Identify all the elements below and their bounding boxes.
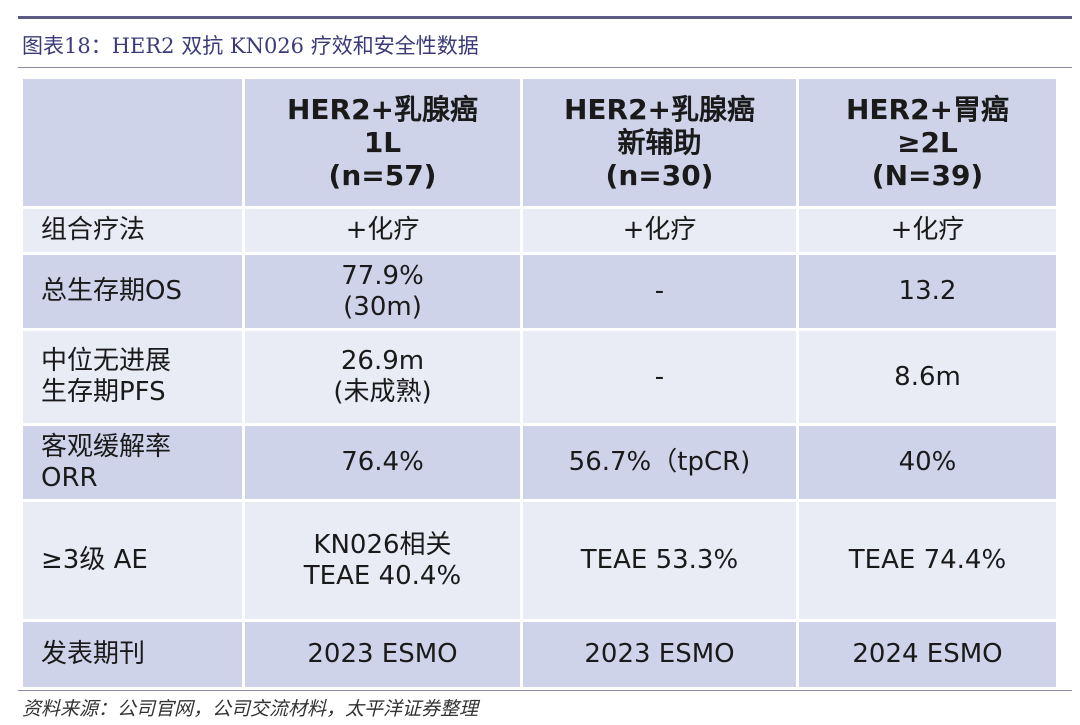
header-line: 1L	[363, 126, 402, 159]
row-label: 中位无进展 生存期PFS	[20, 328, 245, 426]
cell-line: +化疗	[622, 215, 697, 245]
header-line: HER2+胃癌	[845, 93, 1010, 126]
cell-line: 56.7%（tpCR)	[568, 447, 751, 477]
cell-line: KN026相关	[313, 529, 452, 560]
cell-line: 40%	[898, 447, 957, 477]
row-label-line: ≥3级 AE	[41, 545, 148, 575]
bottom-rule	[18, 690, 1072, 691]
cell-line: TEAE 53.3%	[580, 545, 739, 575]
table-row-combination: 组合疗法 +化疗 +化疗 +化疗	[20, 206, 1059, 255]
row-label-line: 总生存期OS	[41, 276, 182, 306]
header-line: (n=57)	[328, 159, 437, 192]
row-label-line: 发表期刊	[41, 639, 146, 669]
header-line: (n=30)	[605, 159, 714, 192]
row-label: ≥3级 AE	[20, 499, 245, 622]
cell-line: TEAE 74.4%	[848, 545, 1007, 575]
cell-line: 26.9m	[340, 346, 425, 376]
row-label: 组合疗法	[20, 206, 245, 255]
row-label: 总生存期OS	[20, 252, 245, 331]
row-label: 发表期刊	[20, 619, 245, 690]
header-corner-cell	[20, 76, 245, 209]
table-cell: +化疗	[796, 206, 1059, 255]
table-cell: 77.9% (30m)	[242, 252, 523, 331]
table-cell: 2024 ESMO	[796, 619, 1059, 690]
table-cell: 26.9m (未成熟)	[242, 328, 523, 426]
row-label: 客观缓解率 ORR	[20, 423, 245, 502]
cell-line: 2023 ESMO	[307, 639, 458, 669]
cell-line: (30m)	[343, 291, 422, 322]
cell-line: 2023 ESMO	[584, 639, 735, 669]
title-rule	[18, 67, 1072, 68]
table-row-os: 总生存期OS 77.9% (30m) - 13.2	[20, 252, 1059, 331]
table-cell: 13.2	[796, 252, 1059, 331]
row-label-line: 生存期PFS	[41, 377, 166, 407]
cell-line: (未成熟)	[333, 377, 432, 407]
table-cell: TEAE 53.3%	[520, 499, 799, 622]
table-cell: +化疗	[520, 206, 799, 255]
row-label-line: 客观缓解率	[41, 431, 172, 462]
row-label-line: 中位无进展	[41, 346, 172, 376]
table-row-ae: ≥3级 AE KN026相关 TEAE 40.4% TEAE 53.3% TEA…	[20, 499, 1059, 622]
table-row-journal: 发表期刊 2023 ESMO 2023 ESMO 2024 ESMO	[20, 619, 1059, 690]
cell-line: 76.4%	[341, 447, 424, 477]
table-row-pfs: 中位无进展 生存期PFS 26.9m (未成熟) - 8.6m	[20, 328, 1059, 426]
header-cell-breast-1l: HER2+乳腺癌 1L (n=57)	[242, 76, 523, 209]
table-cell: TEAE 74.4%	[796, 499, 1059, 622]
table-cell: 2023 ESMO	[520, 619, 799, 690]
cell-line: -	[654, 276, 665, 306]
header-cell-gastric-2l: HER2+胃癌 ≥2L (N=39)	[796, 76, 1059, 209]
cell-line: -	[654, 361, 665, 392]
table-cell: -	[520, 252, 799, 331]
table-cell: KN026相关 TEAE 40.4%	[242, 499, 523, 622]
cell-line: +化疗	[345, 215, 420, 245]
cell-line: 13.2	[898, 276, 957, 306]
row-label-line: 组合疗法	[41, 215, 146, 245]
table-cell: +化疗	[242, 206, 523, 255]
source-note: 资料来源：公司官网，公司交流材料，太平洋证券整理	[22, 698, 479, 720]
cell-line: 2024 ESMO	[852, 639, 1003, 669]
header-line: 新辅助	[617, 126, 702, 159]
table-row-orr: 客观缓解率 ORR 76.4% 56.7%（tpCR) 40%	[20, 423, 1059, 502]
table-cell: 56.7%（tpCR)	[520, 423, 799, 502]
table-cell: 8.6m	[796, 328, 1059, 426]
header-line: (N=39)	[871, 159, 984, 192]
efficacy-safety-table: HER2+乳腺癌 1L (n=57) HER2+乳腺癌 新辅助 (n=30) H…	[20, 76, 1059, 690]
cell-line: 77.9%	[341, 260, 424, 291]
header-line: HER2+乳腺癌	[563, 93, 756, 126]
cell-line: +化疗	[890, 215, 965, 245]
header-cell-breast-neoadjuvant: HER2+乳腺癌 新辅助 (n=30)	[520, 76, 799, 209]
header-line: HER2+乳腺癌	[286, 93, 479, 126]
header-line: ≥2L	[897, 126, 958, 159]
cell-line: TEAE 40.4%	[303, 560, 462, 591]
table-cell: -	[520, 328, 799, 426]
row-label-line: ORR	[41, 462, 98, 493]
table-header-row: HER2+乳腺癌 1L (n=57) HER2+乳腺癌 新辅助 (n=30) H…	[20, 76, 1059, 209]
table-cell: 40%	[796, 423, 1059, 502]
table-cell: 2023 ESMO	[242, 619, 523, 690]
figure-title: 图表18：HER2 双抗 KN026 疗效和安全性数据	[22, 34, 479, 58]
table-cell: 76.4%	[242, 423, 523, 502]
top-rule	[18, 16, 1072, 19]
cell-line: 8.6m	[894, 361, 961, 392]
